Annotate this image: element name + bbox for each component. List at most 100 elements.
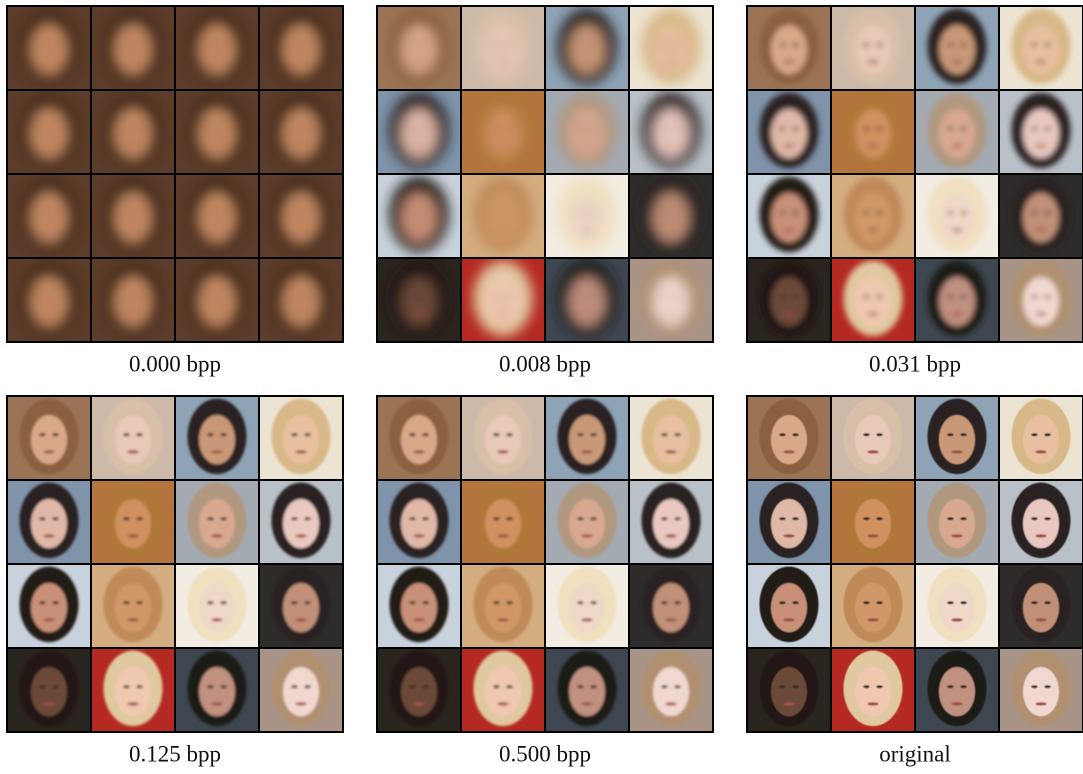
skin — [485, 499, 521, 548]
eye — [422, 601, 429, 604]
mouth — [413, 228, 424, 231]
mouth — [867, 312, 878, 315]
mouth — [1035, 450, 1046, 453]
mouth — [665, 534, 676, 537]
eye — [304, 601, 311, 604]
eye — [661, 685, 668, 688]
mouth — [867, 60, 878, 63]
mouth — [127, 228, 138, 231]
face-tile — [1000, 481, 1082, 563]
face — [927, 93, 986, 168]
eye — [779, 43, 786, 46]
face-tile — [92, 91, 174, 173]
skin — [653, 667, 689, 716]
face — [187, 9, 246, 84]
face-tile — [630, 7, 712, 89]
face-tile — [832, 91, 914, 173]
eye — [779, 127, 786, 130]
mouth — [497, 60, 508, 63]
face — [927, 399, 986, 474]
skin — [283, 667, 319, 716]
face — [103, 651, 162, 726]
mouth — [1035, 312, 1046, 315]
skin — [771, 25, 807, 74]
mouth — [1035, 144, 1046, 147]
face-tile — [260, 649, 342, 731]
face-tile — [832, 7, 914, 89]
face — [927, 651, 986, 726]
eye — [409, 43, 416, 46]
caption: 0.000 bpp — [129, 351, 221, 376]
eye — [661, 517, 668, 520]
skin — [771, 499, 807, 548]
mouth — [127, 144, 138, 147]
eye — [1044, 601, 1051, 604]
eye — [577, 211, 584, 214]
mouth — [497, 144, 508, 147]
skin — [401, 193, 437, 242]
eye — [493, 517, 500, 520]
eye — [220, 127, 227, 130]
skin — [569, 667, 605, 716]
eye — [291, 295, 298, 298]
eye — [493, 433, 500, 436]
face — [389, 261, 448, 336]
eye — [123, 211, 130, 214]
skin — [115, 415, 151, 464]
face-tile — [378, 397, 460, 479]
eye — [422, 517, 429, 520]
eye — [304, 685, 311, 688]
eye — [207, 433, 214, 436]
skin — [485, 667, 521, 716]
face — [759, 483, 818, 558]
skin — [485, 277, 521, 326]
skin — [939, 109, 975, 158]
skin — [115, 583, 151, 632]
eye — [304, 211, 311, 214]
mouth — [665, 228, 676, 231]
mouth — [951, 618, 962, 621]
eye — [123, 517, 130, 520]
eye — [136, 295, 143, 298]
eye — [674, 127, 681, 130]
mouth — [867, 228, 878, 231]
skin — [115, 667, 151, 716]
mouth — [413, 450, 424, 453]
eye — [661, 211, 668, 214]
face — [843, 651, 902, 726]
skin — [855, 193, 891, 242]
eye — [876, 433, 883, 436]
skin — [401, 499, 437, 548]
mouth — [665, 60, 676, 63]
eye — [876, 685, 883, 688]
mouth — [783, 312, 794, 315]
eye — [590, 685, 597, 688]
eye — [960, 433, 967, 436]
face-tile — [1000, 259, 1082, 341]
eye — [1044, 433, 1051, 436]
eye — [39, 433, 46, 436]
face — [1011, 177, 1070, 252]
skin — [855, 25, 891, 74]
face-tile — [546, 397, 628, 479]
skin — [401, 109, 437, 158]
face — [843, 567, 902, 642]
eye — [947, 685, 954, 688]
eye — [52, 685, 59, 688]
eye — [960, 601, 967, 604]
eye — [207, 43, 214, 46]
eye — [792, 295, 799, 298]
face — [759, 9, 818, 84]
figure: 0.000 bpp0.008 bpp0.031 bpp0.125 bpp0.50… — [0, 0, 1083, 774]
eye — [291, 211, 298, 214]
eye — [39, 211, 46, 214]
skin — [485, 415, 521, 464]
face — [19, 399, 78, 474]
face-tile — [462, 565, 544, 647]
skin — [939, 277, 975, 326]
eye — [947, 211, 954, 214]
eye — [960, 517, 967, 520]
image-grid — [6, 395, 344, 733]
mouth — [211, 228, 222, 231]
face — [103, 483, 162, 558]
